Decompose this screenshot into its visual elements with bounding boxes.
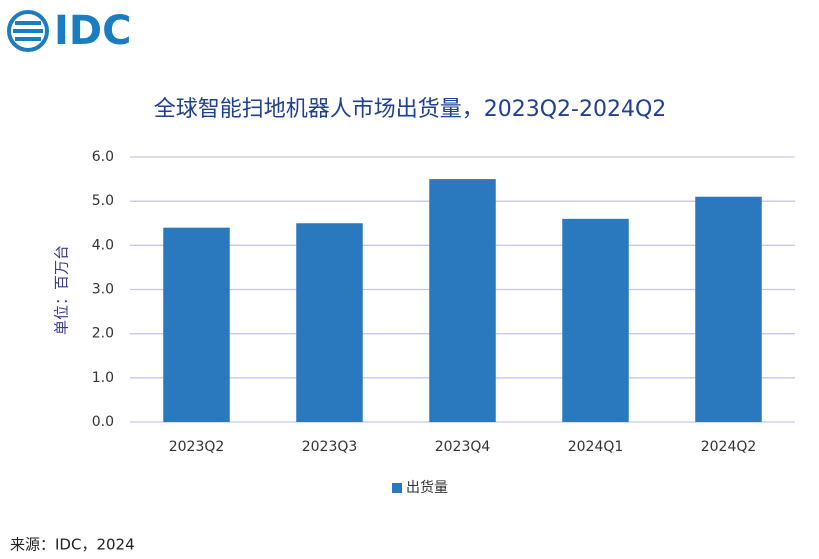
legend-label: 出货量 (406, 479, 448, 496)
y-tick-label: 5.0 (92, 193, 114, 209)
y-tick-label: 1.0 (92, 370, 114, 386)
chart-title: 全球智能扫地机器人市场出货量，2023Q2-2024Q2 (154, 97, 667, 122)
legend-swatch (392, 483, 402, 493)
source-note: 来源：IDC，2024 (10, 536, 135, 554)
x-tick-label: 2023Q4 (435, 439, 491, 455)
y-axis-label: 单位：百万台 (53, 245, 71, 335)
y-tick-label: 4.0 (92, 237, 114, 253)
x-tick-label: 2024Q2 (701, 439, 757, 455)
bar (296, 223, 363, 422)
bar (429, 179, 496, 422)
x-tick-label: 2024Q1 (568, 439, 624, 455)
y-tick-label: 0.0 (92, 414, 114, 430)
x-tick-label: 2023Q2 (169, 439, 225, 455)
logo-icon (7, 10, 49, 52)
x-tick-label: 2023Q3 (302, 439, 358, 455)
bar (163, 227, 230, 422)
bar (695, 196, 762, 422)
y-tick-label: 3.0 (92, 282, 114, 298)
logo-text: IDC (54, 8, 131, 54)
bar (562, 218, 629, 422)
y-tick-label: 2.0 (92, 326, 114, 342)
y-tick-label: 6.0 (92, 149, 114, 165)
